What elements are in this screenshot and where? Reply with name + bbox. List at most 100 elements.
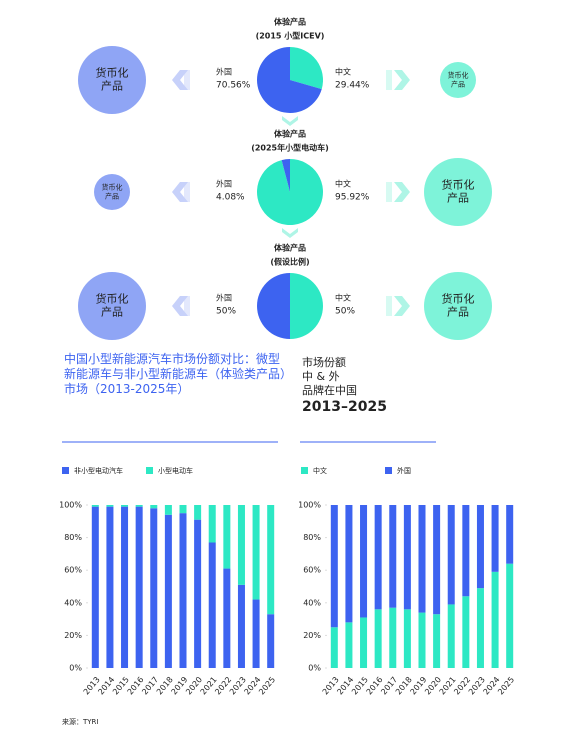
bar-segment	[374, 505, 382, 610]
bar-segment	[506, 563, 514, 668]
arrow	[394, 70, 410, 90]
arrow	[394, 296, 410, 316]
arrow-tail	[184, 182, 190, 202]
value-label: 95.92%	[335, 193, 370, 203]
bar-segment	[433, 505, 441, 615]
bar-segment	[462, 505, 470, 597]
left-circle-label: 货币化	[96, 66, 129, 80]
bar-segment	[476, 588, 484, 668]
y-tick-label: 100%	[59, 501, 82, 510]
bar-segment	[360, 617, 368, 668]
bar-segment	[403, 609, 411, 668]
bar-segment	[389, 607, 397, 668]
bar-segment	[330, 627, 338, 668]
pie-title: 体验产品	[274, 129, 306, 139]
left-heading: 中国小型新能源汽车市场份额对比：微型新能源车与非小型新能源车（体验类产品）市场（…	[64, 352, 287, 396]
right-circle-label: 货币化	[448, 71, 469, 80]
y-tick-label: 80%	[64, 533, 82, 542]
y-tick-label: 80%	[303, 533, 321, 542]
x-tick-label: 2025	[257, 675, 277, 696]
pie-slice	[257, 273, 290, 339]
bar-segment	[330, 505, 338, 628]
left-circle-label: 货币化	[102, 183, 123, 192]
category-label: 中文	[335, 179, 351, 189]
bar-segment	[447, 604, 455, 668]
category-label: 中文	[335, 67, 351, 77]
right-circle-label: 货币化	[442, 178, 475, 192]
bar-segment	[194, 505, 202, 520]
category-label: 外国	[216, 67, 232, 77]
right-circle-label: 产品	[447, 191, 469, 205]
pie-slice	[290, 47, 323, 90]
arrow	[394, 182, 410, 202]
y-tick-label: 0%	[308, 664, 321, 673]
bar-segment	[135, 505, 143, 507]
bar-segment	[208, 542, 216, 668]
right-circle	[424, 272, 492, 340]
bar-segment	[237, 584, 245, 668]
bar-segment	[433, 614, 441, 668]
arrow-tail	[184, 70, 190, 90]
y-tick-label: 20%	[303, 631, 321, 640]
bar-segment	[179, 513, 187, 668]
right-circle	[440, 62, 476, 98]
bar-segment	[267, 505, 275, 615]
y-tick-label: 40%	[303, 598, 321, 607]
right-heading: 中 & 外	[302, 370, 340, 383]
value-label: 4.08%	[216, 193, 245, 203]
legend-swatch	[146, 467, 153, 474]
bar-segment	[345, 622, 353, 668]
category-label: 中文	[335, 293, 351, 303]
pie-subtitle: (假设比例)	[270, 257, 309, 267]
bar-segment	[121, 506, 129, 668]
bar-segment	[91, 506, 99, 668]
pie-subtitle: (2015 小型ICEV)	[256, 31, 325, 41]
chevron	[282, 116, 298, 126]
bar-segment	[223, 505, 231, 569]
pie-slice	[290, 273, 323, 339]
value-label: 50%	[335, 307, 355, 317]
bar-segment	[491, 571, 499, 668]
left-circle	[78, 272, 146, 340]
bar-segment	[403, 505, 411, 610]
right-heading: 市场份额	[302, 355, 346, 369]
right-circle-label: 货币化	[442, 292, 475, 306]
bar-segment	[194, 519, 202, 668]
pie-subtitle: (2025年小型电动车)	[251, 143, 329, 153]
y-tick-label: 60%	[303, 566, 321, 575]
arrow-tail	[386, 296, 392, 316]
bar-segment	[208, 505, 216, 543]
legend-swatch	[62, 467, 69, 474]
bar-segment	[462, 596, 470, 668]
pie-title: 体验产品	[274, 243, 306, 253]
bar-segment	[223, 568, 231, 668]
legend-label: 小型电动车	[158, 466, 193, 475]
value-label: 29.44%	[335, 81, 370, 91]
left-circle	[94, 174, 130, 210]
left-circle-label: 产品	[101, 305, 123, 319]
right-heading: 2013–2025	[302, 399, 387, 415]
y-tick-label: 100%	[298, 501, 321, 510]
chevron	[282, 228, 298, 238]
bar-segment	[506, 505, 514, 564]
bar-segment	[252, 505, 260, 600]
arrow-tail	[184, 296, 190, 316]
bar-segment	[418, 505, 426, 613]
right-circle	[424, 158, 492, 226]
bar-segment	[121, 505, 129, 507]
bar-segment	[150, 508, 158, 668]
bar-segment	[164, 514, 172, 668]
pie-slice	[257, 47, 322, 113]
bar-segment	[150, 505, 158, 509]
y-tick-label: 40%	[64, 598, 82, 607]
right-circle-label: 产品	[447, 305, 469, 319]
value-label: 70.56%	[216, 81, 251, 91]
bar-segment	[267, 614, 275, 668]
y-tick-label: 20%	[64, 631, 82, 640]
bar-segment	[447, 505, 455, 605]
bar-segment	[106, 505, 114, 507]
bar-segment	[237, 505, 245, 585]
bar-segment	[476, 505, 484, 589]
